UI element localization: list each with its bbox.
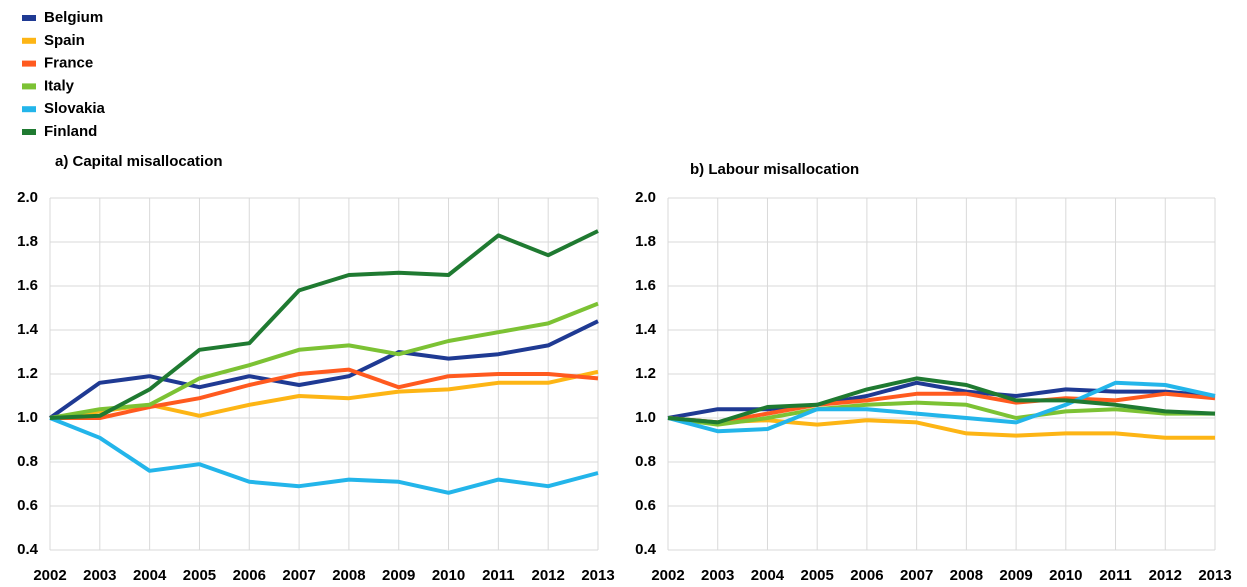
y-tick-label: 0.4 [635,541,657,558]
x-tick-label: 2008 [950,567,983,584]
x-tick-label: 2009 [999,567,1032,584]
legend-swatch [22,60,36,67]
x-tick-label: 2010 [432,567,465,584]
series-line: Finland [667,376,1216,425]
y-tick-label: 1.2 [17,365,38,382]
legend-label: Slovakia [44,100,106,117]
series-line: France [667,391,1216,425]
series-line [49,416,599,495]
legend-swatch [22,15,36,21]
legend-label: Italy [44,77,75,94]
x-tick-label: 2005 [800,567,833,584]
x-tick-label: 2011 [1099,567,1132,584]
series-line [48,319,599,420]
legend-label: France [44,55,93,72]
y-tick-label: 1.6 [17,277,38,294]
y-tick-label: 1.0 [17,409,38,426]
y-tick-label: 1.2 [635,365,656,382]
y-tick-label: 0.6 [17,497,38,514]
x-tick-label: 2008 [332,567,365,584]
x-tick-label: 2004 [133,567,167,584]
y-tick-label: 1.8 [17,233,38,250]
chart-title: a) Capital misallocation [55,153,223,170]
x-tick-label: 2003 [83,567,116,584]
y-tick-label: 1.4 [17,321,39,338]
series-line [49,301,599,420]
series-line [50,367,599,420]
x-tick-label: 2013 [1198,567,1231,584]
legend-swatch [22,37,36,44]
y-tick-label: 2.0 [17,189,38,206]
x-tick-label: 2011 [482,567,515,584]
legend-label: Belgium [44,9,103,26]
series-line: Slovakia [667,380,1216,434]
series-line: Italy [667,400,1215,427]
y-tick-label: 1.6 [635,277,656,294]
y-tick-label: 1.0 [635,409,656,426]
y-tick-label: 1.8 [635,233,656,250]
y-tick-label: 0.8 [635,453,656,470]
x-tick-label: 2005 [183,567,216,584]
chart-title: b) Labour misallocation [690,161,859,178]
x-tick-label: 2006 [850,567,883,584]
x-tick-label: 2012 [1149,567,1182,584]
x-tick-label: 2006 [233,567,266,584]
legend-label: Finland [44,123,97,140]
x-tick-label: 2013 [581,567,614,584]
y-tick-label: 0.4 [17,541,39,558]
legend-label: Spain [44,32,85,49]
x-tick-label: 2010 [1049,567,1082,584]
series-line [49,229,599,420]
x-tick-label: 2012 [531,567,564,584]
x-tick-label: 2009 [382,567,415,584]
x-tick-label: 2003 [701,567,734,584]
x-tick-label: 2007 [282,567,315,584]
x-tick-label: 2002 [33,567,66,584]
y-tick-label: 0.6 [635,497,656,514]
y-tick-label: 1.4 [635,321,657,338]
x-tick-label: 2007 [900,567,933,584]
x-tick-label: 2002 [651,567,684,584]
x-tick-label: 2004 [751,567,785,584]
y-tick-label: 0.8 [17,453,38,470]
legend-swatch [22,106,36,113]
legend-swatch [22,129,36,135]
y-tick-label: 2.0 [635,189,656,206]
legend-swatch [22,83,36,90]
